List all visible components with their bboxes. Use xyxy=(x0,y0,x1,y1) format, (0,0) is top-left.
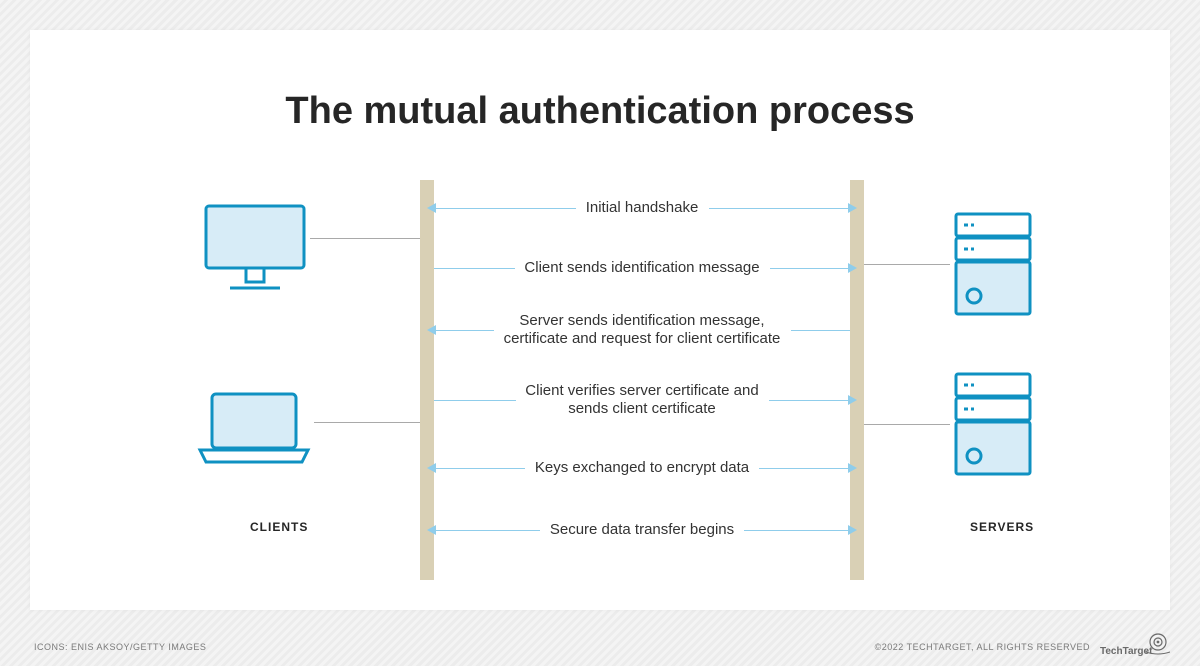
servers-label: SERVERS xyxy=(970,520,1034,534)
arrowhead-left-icon xyxy=(427,463,436,473)
footer-credit-left: ICONS: ENIS AKSOY/GETTY IMAGES xyxy=(34,642,206,652)
arrowhead-left-icon xyxy=(427,203,436,213)
connector-stub xyxy=(310,238,420,239)
connector-stub xyxy=(314,422,420,423)
message-label: Client sends identification message xyxy=(516,259,767,277)
server-icon xyxy=(950,210,1036,320)
arrowhead-left-icon xyxy=(427,325,436,335)
message-arrow-line xyxy=(770,268,851,269)
techtarget-logo: TechTarget xyxy=(1100,630,1170,658)
message-arrow-line xyxy=(434,330,494,331)
message-arrow-line xyxy=(769,400,851,401)
message-arrow-line xyxy=(759,468,850,469)
monitor-icon xyxy=(200,200,310,295)
message-label: certificate and request for client certi… xyxy=(496,330,789,348)
message-arrow-line xyxy=(709,208,851,209)
server-lifeline-bar xyxy=(850,180,864,580)
message-label: Initial handshake xyxy=(578,199,707,217)
connector-stub xyxy=(864,264,950,265)
message-arrow-line xyxy=(744,530,850,531)
message-label: Keys exchanged to encrypt data xyxy=(527,459,757,477)
message-arrow-line xyxy=(434,468,525,469)
message-label: Server sends identification message, xyxy=(511,312,772,330)
message-label: Client verifies server certificate and xyxy=(517,382,766,400)
message-row: Server sends identification message,cert… xyxy=(434,312,850,348)
message-arrow-line xyxy=(434,530,540,531)
message-label: Secure data transfer begins xyxy=(542,521,742,539)
arrowhead-right-icon xyxy=(848,263,857,273)
arrowhead-right-icon xyxy=(848,463,857,473)
connector-stub xyxy=(864,424,950,425)
page-background: The mutual authentication process Initia… xyxy=(0,0,1200,666)
arrowhead-right-icon xyxy=(848,395,857,405)
server-icon xyxy=(950,370,1036,480)
client-lifeline-bar xyxy=(420,180,434,580)
message-arrow-line xyxy=(434,208,576,209)
diagram-card: The mutual authentication process Initia… xyxy=(30,30,1170,610)
arrowhead-left-icon xyxy=(427,525,436,535)
message-arrow-line xyxy=(434,268,515,269)
message-label: sends client certificate xyxy=(560,400,724,418)
arrowhead-right-icon xyxy=(848,525,857,535)
footer-credit-right: ©2022 TECHTARGET, ALL RIGHTS RESERVED xyxy=(875,642,1090,652)
laptop-icon xyxy=(194,388,314,468)
svg-text:TechTarget: TechTarget xyxy=(1100,646,1153,657)
message-arrow-line xyxy=(434,400,516,401)
message-arrow-line xyxy=(791,330,851,331)
arrowhead-right-icon xyxy=(848,203,857,213)
diagram-title: The mutual authentication process xyxy=(30,90,1170,133)
clients-label: CLIENTS xyxy=(250,520,308,534)
